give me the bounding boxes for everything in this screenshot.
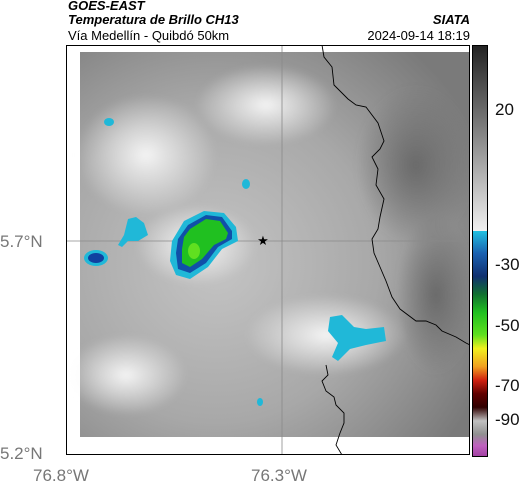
area-label: Vía Medellín - Quibdó 50km <box>68 28 230 43</box>
satellite-title: GOES-EAST <box>68 0 145 13</box>
x-tick-label: 76.3°W <box>251 466 307 485</box>
colorbar-warm-segment <box>472 45 488 231</box>
colorbar <box>472 45 488 457</box>
cloud-core <box>242 179 250 189</box>
product-title: Temperatura de Brillo CH13 <box>68 12 239 27</box>
cloud-core <box>188 243 200 259</box>
x-tick-label: 76.8°W <box>33 466 89 485</box>
satellite-map: ★ <box>66 45 470 455</box>
star-icon: ★ <box>257 233 269 248</box>
cloud-core <box>104 118 114 126</box>
y-tick-label: 5.2°N <box>0 444 43 463</box>
colorbar-tick-label: -30 <box>495 255 520 274</box>
organization-label: SIATA <box>432 12 470 27</box>
colorbar-cold-segment <box>472 231 488 457</box>
cloud-core <box>88 253 104 263</box>
colorbar-tick-label: -70 <box>495 376 520 395</box>
colorbar-tick-label: -90 <box>495 410 520 429</box>
colorbar-tick-label: -50 <box>495 316 520 335</box>
cloud-core <box>118 217 148 247</box>
colorbar-tick-label: 20 <box>495 100 514 119</box>
map-frame <box>66 45 470 455</box>
cloud-core <box>257 398 263 406</box>
y-tick-label: 5.7°N <box>0 232 43 251</box>
datetime-label: 2024-09-14 18:19 <box>367 28 470 43</box>
department-boundary <box>321 45 470 455</box>
cloud-core <box>328 315 386 361</box>
